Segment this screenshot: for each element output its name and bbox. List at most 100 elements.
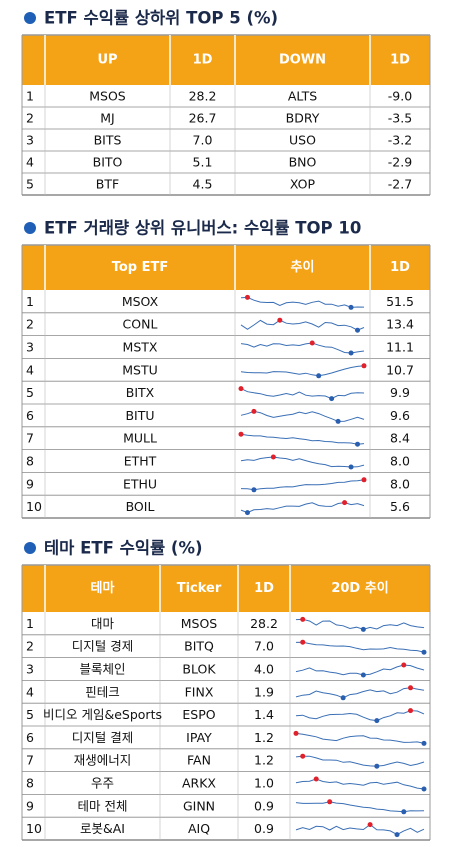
column-header: Ticker — [177, 581, 222, 596]
sparkline-max — [238, 431, 244, 437]
cell: 3 — [26, 340, 34, 355]
bullet — [24, 12, 36, 24]
sparkline-min — [360, 672, 366, 678]
bullet — [24, 542, 36, 554]
cell: 7.0 — [254, 639, 274, 654]
sparkline-max — [300, 639, 306, 645]
cell: 8.0 — [390, 454, 410, 469]
sparkline-max — [300, 753, 306, 759]
cell: 4.0 — [254, 662, 274, 677]
sparkline-min — [335, 418, 341, 424]
cell: 비디오 게임&eSports — [43, 707, 162, 722]
sparkline-min — [421, 740, 427, 746]
cell: ETHU — [123, 476, 157, 491]
cell: MSOS — [89, 89, 126, 104]
cell: 1 — [26, 294, 34, 309]
cell: 8 — [26, 776, 34, 791]
sparkline-max — [244, 294, 250, 300]
header-bg — [22, 565, 430, 612]
sparkline — [295, 710, 425, 722]
sparkline-max — [361, 363, 367, 369]
cell: MSTX — [123, 340, 158, 355]
cell: 10 — [26, 821, 42, 836]
cell: ALTS — [288, 89, 317, 104]
sparkline — [240, 479, 365, 491]
cell: 재생에너지 — [74, 753, 132, 768]
cell: 4 — [26, 155, 34, 170]
sparkline — [295, 618, 425, 630]
cell: 1.9 — [254, 684, 274, 699]
column-header: UP — [97, 53, 117, 68]
cell: 1.0 — [254, 776, 274, 791]
cell: 7 — [26, 753, 34, 768]
cell: MSOX — [122, 294, 159, 309]
sparkline-min — [360, 626, 366, 632]
header-bg — [22, 245, 430, 290]
sparkline-max — [309, 340, 315, 346]
sparkline — [240, 365, 365, 377]
sparkline-max — [300, 616, 306, 622]
sparkline — [240, 433, 365, 445]
sparkline-min — [374, 718, 380, 724]
cell: 테마 전체 — [78, 798, 128, 813]
cell: MULL — [123, 431, 157, 446]
sparkline — [295, 755, 425, 767]
sparkline-max — [238, 386, 244, 392]
sparkline — [295, 823, 425, 836]
cell: 1.4 — [254, 707, 274, 722]
cell: 5.6 — [390, 499, 410, 514]
sparkline — [240, 410, 365, 422]
sparkline-min — [340, 695, 346, 701]
bullet — [24, 222, 36, 234]
cell: 51.5 — [386, 294, 414, 309]
column-header: 1D — [193, 53, 213, 68]
cell: BITQ — [184, 639, 214, 654]
cell: 1.2 — [254, 730, 274, 745]
cell: 5.1 — [193, 155, 213, 170]
cell: BNO — [289, 155, 317, 170]
cell: ESPO — [182, 707, 215, 722]
sparkline-min — [355, 327, 361, 333]
cell: 8.0 — [390, 476, 410, 491]
cell: 우주 — [91, 776, 114, 791]
column-header: 추이 — [291, 259, 315, 275]
cell: MJ — [100, 111, 114, 126]
cell: 대마 — [91, 616, 115, 631]
cell: 디지털 경제 — [72, 639, 133, 654]
sparkline-min — [348, 464, 354, 470]
cell: 5 — [26, 707, 34, 722]
cell: XOP — [290, 177, 316, 192]
cell: GINN — [183, 798, 215, 813]
sparkline-min — [251, 487, 257, 493]
cell: 11.1 — [386, 340, 414, 355]
sparkline — [240, 296, 365, 308]
sparkline-max — [327, 799, 333, 805]
cell: FINX — [185, 684, 214, 699]
cell: -3.5 — [388, 111, 412, 126]
cell: BLOK — [182, 662, 216, 677]
sparkline — [295, 687, 425, 699]
cell: 1.2 — [254, 753, 274, 768]
sparkline-max — [408, 708, 414, 714]
cell: 4 — [26, 362, 34, 377]
cell: FAN — [187, 753, 211, 768]
cell: 26.7 — [189, 111, 217, 126]
sparkline — [295, 641, 425, 653]
sparkline — [295, 732, 425, 744]
cell: MSTU — [122, 362, 158, 377]
sparkline-max — [251, 408, 257, 414]
cell: -2.7 — [388, 177, 412, 192]
cell: 28.2 — [250, 616, 278, 631]
column-header: 1D — [390, 260, 410, 275]
cell: 7 — [26, 431, 34, 446]
cell: 2 — [26, 111, 34, 126]
sparkline-max — [367, 822, 373, 828]
cell: IPAY — [186, 730, 212, 745]
cell: 블록체인 — [79, 662, 125, 677]
cell: 로봇&AI — [80, 821, 125, 836]
sparkline-min — [421, 786, 427, 792]
sparkline-max — [361, 477, 367, 483]
cell: USO — [289, 133, 316, 148]
sparkline-min — [401, 809, 407, 815]
